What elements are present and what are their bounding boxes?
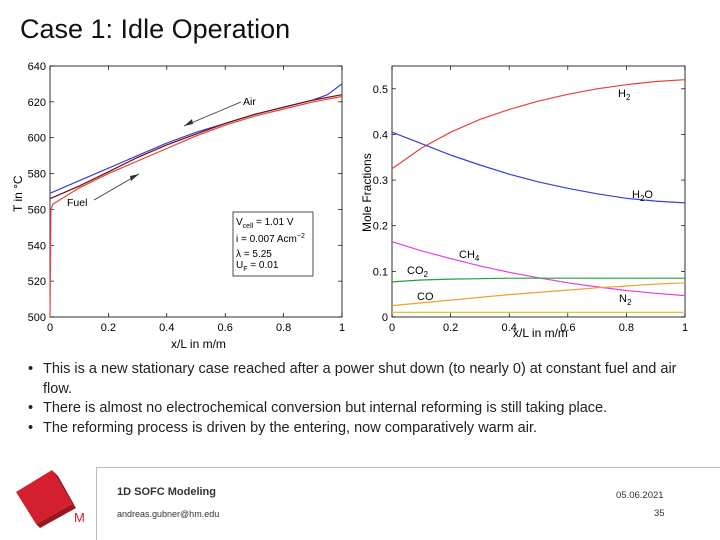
logo-letter: M (74, 510, 85, 525)
slide-title: Case 1: Idle Operation (20, 14, 291, 44)
mole-fraction-y-label: Mole Fractions (360, 153, 374, 232)
mole-fraction-series (391, 79, 686, 313)
mole-fraction-x-tick-label: 0.4 (502, 322, 517, 334)
temperature-y-ticks: 500 520 540 560 580 600 620 640 (28, 61, 342, 324)
temperature-y-tick-label: 600 (28, 133, 46, 145)
temperature-y-tick-label: 640 (28, 61, 46, 73)
parameter-box (232, 211, 314, 277)
temperature-x-tick-label: 0 (47, 322, 53, 334)
page-number: 35 (654, 508, 665, 519)
air-arrow (183, 101, 242, 127)
temperature-y-tick-label: 560 (28, 204, 46, 216)
temperature-x-ticks: 0 0.2 0.4 0.6 0.8 1 (47, 66, 345, 334)
temperature-x-tick-label: 1 (339, 322, 345, 334)
air-annotation: Air (243, 96, 256, 108)
mole-fraction-series-h2o (391, 131, 686, 204)
mole-fraction-y-tick-label: 0.5 (373, 84, 388, 96)
bullet-item: The reforming process is driven by the e… (28, 419, 698, 439)
mole-fraction-y-tick-label: 0 (382, 312, 388, 324)
param-lambda: λ = 5.25 (236, 249, 272, 260)
param-current: i = 0.007 Acm−2 (236, 233, 305, 245)
temperature-y-tick-label: 520 (28, 276, 46, 288)
temperature-series (49, 83, 343, 318)
mole-fraction-series-h2 (391, 79, 686, 170)
temperature-x-label: x/L in m/m (171, 337, 226, 351)
mole-fraction-y-ticks: 0 0.1 0.2 0.3 0.4 0.5 (373, 84, 685, 324)
mole-fraction-x-tick-label: 0 (389, 322, 395, 334)
mole-fraction-x-ticks: 0 0.2 0.4 0.6 0.8 1 (389, 66, 688, 334)
bullet-list: This is a new stationary case reached af… (28, 360, 698, 438)
mole-fraction-x-tick-label: 1 (682, 322, 688, 334)
temperature-x-tick-label: 0.2 (101, 322, 116, 334)
footer-date: 05.06.2021 (616, 490, 664, 501)
param-uf: UF = 0.01 (236, 260, 279, 273)
mole-fraction-x-tick-label: 0.2 (443, 322, 458, 334)
mole-fraction-plot-area (391, 65, 686, 318)
mole-fraction-y-tick-label: 0.4 (373, 129, 388, 141)
temperature-y-tick-label: 540 (28, 240, 46, 252)
label-co2: CO2 (407, 265, 429, 279)
mole-fraction-series-co (391, 282, 686, 307)
mole-fraction-series-co2 (391, 277, 685, 283)
temperature-x-tick-label: 0.8 (276, 322, 291, 334)
mole-fraction-y-tick-label: 0.2 (373, 221, 388, 233)
footer-divider-vertical (96, 467, 97, 540)
label-h2o: H2O (632, 189, 653, 203)
mole-fraction-chart: 0 0.1 0.2 0.3 0.4 0.5 0 0.2 0.4 0.6 0.8 1 x/L in m… (360, 65, 688, 340)
temperature-y-tick-label: 620 (28, 97, 46, 109)
temperature-y-tick-label: 580 (28, 169, 46, 181)
footer-email: andreas.gubner@hm.edu (117, 509, 220, 519)
temperature-y-tick-label: 500 (28, 312, 46, 324)
temperature-series-cell (49, 94, 343, 200)
label-co: CO (417, 291, 434, 303)
fuel-arrowhead (130, 174, 139, 181)
temperature-series-fuel (49, 95, 343, 318)
label-n2: N2 (619, 293, 632, 307)
bullet-item: There is almost no electrochemical conve… (28, 399, 698, 419)
temperature-x-tick-label: 0.6 (218, 322, 233, 334)
fuel-annotation: Fuel (67, 197, 87, 209)
university-logo-icon: M (16, 470, 85, 528)
param-vcell: Vcell = 1.01 V (236, 217, 294, 230)
mole-fraction-y-tick-label: 0.3 (373, 175, 388, 187)
temperature-y-label: T in °C (11, 175, 25, 212)
footer-topic: 1D SOFC Modeling (117, 486, 216, 498)
mole-fraction-x-tick-label: 0.8 (619, 322, 634, 334)
mole-fraction-y-tick-label: 0.1 (373, 266, 388, 278)
bullet-item: This is a new stationary case reached af… (28, 360, 698, 399)
air-arrowhead (184, 119, 193, 126)
mole-fraction-x-tick-label: 0.6 (560, 322, 575, 334)
label-ch4: CH4 (459, 249, 480, 263)
label-h2: H2 (618, 88, 631, 102)
mole-fraction-x-label: x/L in m/m (513, 326, 568, 340)
temperature-x-tick-label: 0.4 (159, 322, 174, 334)
footer-divider (96, 467, 720, 468)
